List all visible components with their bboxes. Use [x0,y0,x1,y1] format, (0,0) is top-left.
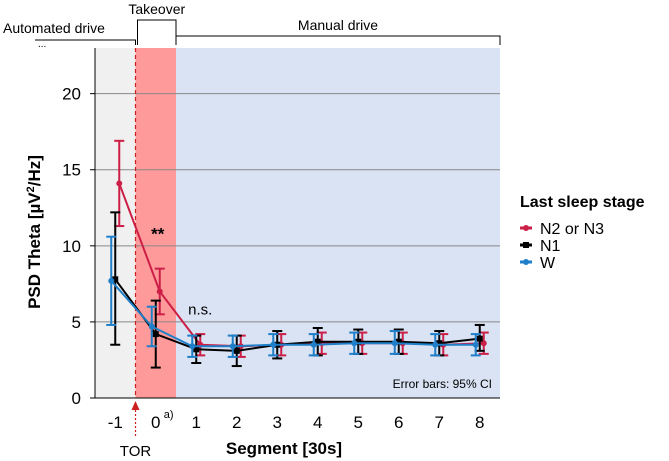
gridlines [95,93,500,323]
legend-marker [523,242,529,248]
x-tick-label: 5 [354,413,363,432]
series-line [110,280,476,348]
x-tick-labels: -1 0 a) 1 2 3 4 5 6 7 8 [108,409,485,432]
data-point [152,331,159,338]
data-point [391,340,398,347]
legend-item-n2-or-n3: N2 or N3 [520,221,604,238]
data-point [310,341,317,348]
data-point [148,323,155,330]
legend-item-n1: N1 [520,238,561,255]
x-tick-label: 2 [232,413,241,432]
y-axis-title: PSD Theta [µV2/Hz] [25,155,44,309]
x-tick-label: 7 [435,413,444,432]
x-tick-label: 6 [394,413,403,432]
y-axis-title-sup: 2 [25,186,37,192]
x-tick-label: 1 [192,413,201,432]
manual-bracket [175,35,501,45]
tor-arrow-icon [131,401,140,410]
y-axis-title-end: /Hz] [25,155,44,186]
not-significant-annotation: n.s. [188,301,212,318]
x-tick-label: -1 [108,413,123,432]
takeover-label: Takeover [128,1,185,17]
data-point [476,335,483,342]
y-axis-title-main: PSD Theta [µV [25,192,44,309]
data-point [432,341,439,348]
data-point [229,343,236,350]
series-line [114,278,480,352]
y-tick-label: 20 [62,85,81,104]
data-point [480,340,487,347]
legend-title: Last sleep stage [520,194,645,211]
automated-ellipsis: ... [38,39,46,50]
manual-drive-label: Manual drive [298,17,378,33]
data-point [233,347,240,354]
manual-drive-region [176,48,500,398]
tor-label: TOR [120,443,152,460]
takeover-bracket [137,19,177,45]
data-point [116,180,123,187]
legend-label: W [540,255,556,272]
data-point [112,276,119,283]
legend-label: N2 or N3 [540,221,604,238]
legend-marker [523,259,529,265]
data-point [355,338,362,345]
data-point [189,343,196,350]
series-layer [106,139,489,369]
y-tick-label: 0 [72,389,81,408]
x-tick-label: 8 [475,413,484,432]
series-w [106,235,481,358]
y-tick-label: 10 [62,237,81,256]
data-point [270,341,277,348]
legend-marker [523,225,529,231]
y-tick-label: 15 [62,161,81,180]
x-tick-label-sup: a) [164,409,174,421]
significance-annotation: ** [151,225,165,244]
data-point [436,340,443,347]
legend-label: N1 [540,238,561,255]
y-tick-labels: 0 5 10 15 20 [62,85,95,408]
error-bars-note: Error bars: 95% CI [393,377,492,391]
data-point [351,340,358,347]
data-point [108,277,115,284]
x-tick-label: 3 [273,413,282,432]
x-axis-title: Segment [30s] [226,439,342,458]
series-n1 [110,211,485,369]
data-point [193,346,200,353]
data-point [156,288,163,295]
automated-bracket [35,39,136,45]
y-tick-label: 5 [72,313,81,332]
x-tick-label: 0 [151,413,160,432]
data-point [472,341,479,348]
data-point [395,338,402,345]
data-point [314,338,321,345]
phase-brackets: Automated drive... Takeover Manual drive [3,1,501,50]
automated-drive-label: Automated drive [3,20,105,36]
x-tick-label: 4 [313,413,322,432]
legend-item-w: W [520,255,556,272]
